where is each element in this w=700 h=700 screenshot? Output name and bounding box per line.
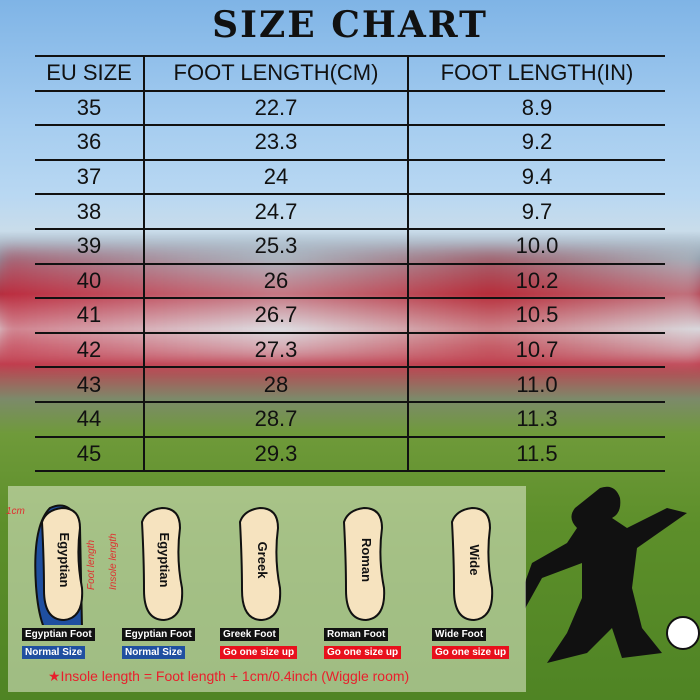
table-row: 40 26 10.2 bbox=[35, 262, 665, 299]
page-title: SIZE CHART bbox=[212, 4, 488, 46]
eu-size: 42 bbox=[35, 331, 145, 368]
eu-size: 41 bbox=[35, 297, 145, 333]
table-row: 39 25.3 10.0 bbox=[35, 227, 665, 264]
length-cm: 22.7 bbox=[144, 89, 409, 126]
eu-size: 38 bbox=[35, 193, 145, 229]
table-header: EU SIZE FOOT LENGTH(CM) FOOT LENGTH(IN) bbox=[35, 55, 665, 91]
foot-type-label: Greek Foot bbox=[220, 628, 279, 641]
table-row: 43 28 11.0 bbox=[35, 366, 665, 402]
length-in: 9.4 bbox=[408, 158, 665, 195]
table-row: 36 23.3 9.2 bbox=[35, 124, 665, 160]
foot-type-label: Egyptian Foot bbox=[122, 628, 195, 641]
table-row: 35 22.7 8.9 bbox=[35, 89, 665, 126]
table-row: 38 24.7 9.7 bbox=[35, 193, 665, 229]
length-in: 11.5 bbox=[408, 435, 665, 473]
table-row: 41 26.7 10.5 bbox=[35, 297, 665, 333]
foot-word: Wide bbox=[467, 545, 482, 576]
length-in: 11.0 bbox=[408, 366, 665, 402]
length-in: 10.7 bbox=[408, 331, 665, 368]
foot-word: Egyptian bbox=[157, 533, 172, 588]
insole-note: ★Insole length = Foot length + 1cm/0.4in… bbox=[48, 668, 410, 684]
eu-size: 36 bbox=[35, 124, 145, 160]
size-advice-badge: Normal Size bbox=[22, 646, 86, 659]
length-in: 11.3 bbox=[408, 400, 665, 437]
length-cm: 26 bbox=[144, 262, 409, 299]
foot-icon: Egyptian bbox=[34, 504, 84, 625]
length-in: 10.2 bbox=[408, 262, 665, 299]
eu-size: 40 bbox=[35, 262, 145, 299]
length-in: 9.7 bbox=[408, 193, 665, 229]
length-cm: 24.7 bbox=[144, 193, 409, 229]
length-cm: 23.3 bbox=[144, 124, 409, 160]
insole-length-label: Insole length bbox=[108, 533, 119, 590]
one-cm-label: 1cm bbox=[6, 506, 25, 517]
foot-word: Greek bbox=[255, 542, 270, 580]
foot-type-label: Egyptian Foot bbox=[22, 628, 95, 641]
eu-size: 39 bbox=[35, 227, 145, 264]
soccer-ball-icon bbox=[666, 616, 700, 650]
length-cm: 28 bbox=[144, 366, 409, 402]
size-advice-badge: Normal Size bbox=[122, 646, 186, 659]
length-cm: 29.3 bbox=[144, 435, 409, 473]
header-eu: EU SIZE bbox=[35, 55, 145, 91]
foot-type-label: Roman Foot bbox=[324, 628, 389, 641]
foot-type-label: Wide Foot bbox=[432, 628, 487, 641]
length-in: 8.9 bbox=[408, 89, 665, 126]
eu-size: 44 bbox=[35, 400, 145, 437]
eu-size: 43 bbox=[35, 366, 145, 402]
size-advice-badge: Go one size up bbox=[220, 646, 298, 659]
table-row: 42 27.3 10.7 bbox=[35, 331, 665, 368]
length-cm: 27.3 bbox=[144, 331, 409, 368]
length-in: 10.0 bbox=[408, 227, 665, 264]
header-in: FOOT LENGTH(IN) bbox=[408, 55, 665, 91]
foot-icon: Greek bbox=[238, 506, 282, 622]
player-silhouette bbox=[525, 486, 700, 663]
eu-size: 35 bbox=[35, 89, 145, 126]
length-cm: 26.7 bbox=[144, 297, 409, 333]
header-cm: FOOT LENGTH(CM) bbox=[144, 55, 409, 91]
length-cm: 28.7 bbox=[144, 400, 409, 437]
foot-word: Roman bbox=[359, 538, 374, 582]
length-in: 10.5 bbox=[408, 297, 665, 333]
length-in: 9.2 bbox=[408, 124, 665, 160]
table-row: 45 29.3 11.5 bbox=[35, 435, 665, 473]
size-advice-badge: Go one size up bbox=[432, 646, 510, 659]
length-cm: 25.3 bbox=[144, 227, 409, 264]
size-advice-badge: Go one size up bbox=[324, 646, 402, 659]
foot-icon: Wide bbox=[450, 506, 494, 622]
foot-icon: Egyptian bbox=[140, 506, 184, 622]
foot-icon: Roman bbox=[342, 506, 386, 622]
foot-word: Egyptian bbox=[57, 533, 72, 588]
size-table: EU SIZE FOOT LENGTH(CM) FOOT LENGTH(IN) … bbox=[35, 55, 665, 473]
eu-size: 37 bbox=[35, 158, 145, 195]
length-cm: 24 bbox=[144, 158, 409, 195]
table-row: 44 28.7 11.3 bbox=[35, 400, 665, 437]
eu-size: 45 bbox=[35, 435, 145, 473]
table-row: 37 24 9.4 bbox=[35, 158, 665, 195]
